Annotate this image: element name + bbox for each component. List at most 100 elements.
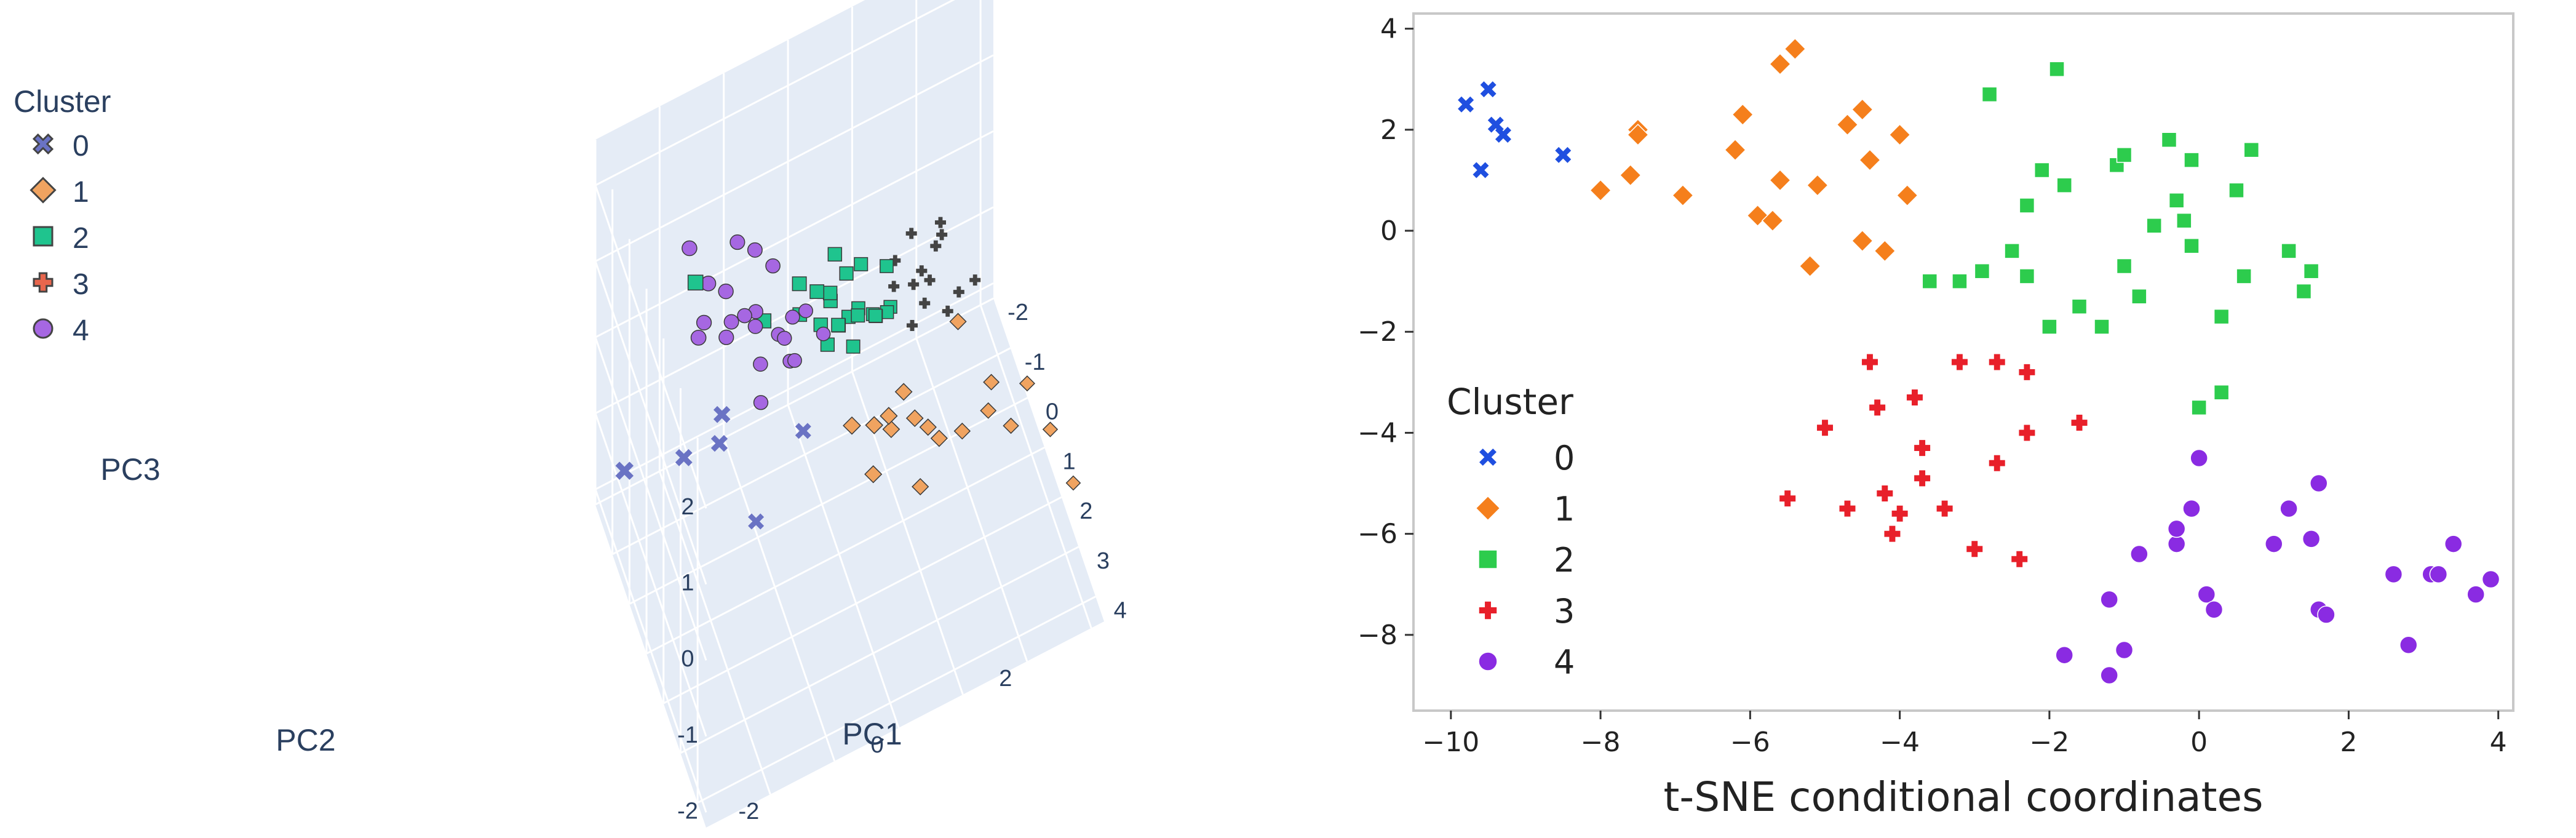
grid-pc2-floor: [979, 305, 1092, 629]
legend-label: 3: [73, 268, 89, 301]
grid-pc3: [594, 261, 707, 585]
tsne-cluster-1-point: [1799, 255, 1821, 277]
tsne-cluster-4-point: [2167, 535, 2186, 553]
tsne-cluster-4-point: [2310, 474, 2328, 493]
tsne-cluster-1-point: [1851, 229, 1874, 252]
y-tick-label: −4: [1358, 417, 1397, 449]
grid-pc3: [595, 0, 955, 186]
legend-marker-cluster-1: [1475, 495, 1501, 521]
tsne-cluster-2-point: [1922, 273, 1938, 289]
tsne-cluster-2-point: [2019, 198, 2035, 213]
grid-pc1-floor: [595, 297, 994, 506]
y-tick-label: −6: [1358, 519, 1397, 550]
pc3-tick-label: 1: [681, 570, 694, 596]
legend-marker-cluster-4: [1478, 652, 1498, 671]
legend-label: 2: [1554, 541, 1575, 580]
y-tick-label: 4: [1380, 14, 1397, 45]
tsne-cluster-4-point: [2384, 565, 2403, 584]
tsne-cluster-2-point: [2094, 319, 2110, 335]
legend-label: 0: [1554, 439, 1575, 477]
cluster-1-point: [980, 402, 997, 419]
legend-title: Cluster: [14, 84, 111, 119]
cluster-1-point: [949, 313, 967, 330]
tsne-cluster-2-point: [1974, 263, 1990, 279]
cluster-3-point: [936, 229, 948, 241]
cluster-3-point: [942, 305, 953, 317]
tsne-cluster-3-point: [1779, 490, 1796, 507]
cluster-4-point: [753, 356, 768, 372]
grid-pc2-floor: [915, 338, 1028, 662]
grid-pc1-floor: [612, 347, 1011, 556]
cluster-2-point: [809, 284, 825, 299]
tsne-cluster-4-point: [2197, 585, 2216, 604]
cluster-1-point: [1065, 475, 1081, 491]
cluster-4-point: [690, 330, 707, 346]
tsne-cluster-4-point: [2100, 666, 2118, 685]
cluster-0-point: [713, 405, 731, 423]
tsne-cluster-4-point: [2204, 601, 2224, 619]
cluster-2-point: [846, 339, 861, 354]
tsne-cluster-4-point: [2130, 545, 2149, 564]
tsne-cluster-4-point: [2265, 535, 2283, 553]
cluster-4-point: [718, 283, 734, 300]
right-wall-pane: [595, 0, 993, 505]
cluster-4-point: [798, 303, 813, 319]
cluster-0-point: [615, 461, 634, 480]
legend-marker-cluster-2: [1478, 549, 1498, 569]
tsne-cluster-4-point: [2055, 645, 2073, 664]
tsne-cluster-2-point: [2049, 61, 2065, 78]
pc1-tick-label: 1: [1063, 449, 1076, 474]
tsne-cluster-2-point: [2296, 283, 2312, 300]
legend-marker-cluster-0: [1477, 447, 1498, 468]
tsne-cluster-2-point: [2176, 212, 2192, 229]
cluster-0-point: [675, 449, 693, 466]
grid-pc3: [594, 337, 707, 661]
cluster-1-point: [882, 420, 900, 439]
tsne-cluster-2-point: [2161, 132, 2177, 148]
cluster-3-point: [930, 240, 942, 252]
tsne-cluster-1-point: [1851, 98, 1874, 121]
tsne-cluster-4-point: [2280, 499, 2298, 518]
tsne-cluster-0-point: [1555, 146, 1572, 163]
tsne-cluster-4-point: [2167, 519, 2186, 538]
tsne-cluster-1-point: [1589, 179, 1612, 202]
tsne-cluster-2-point: [1952, 273, 1968, 289]
tsne-cluster-3-point: [2071, 415, 2088, 431]
cluster-4-point: [747, 319, 763, 334]
tsne-cluster-2-point: [2191, 399, 2207, 416]
tsne-cluster-2-point: [2116, 147, 2133, 163]
x-tick-label: −4: [1880, 727, 1920, 758]
tsne-cluster-2-point: [2184, 152, 2200, 168]
cluster-2-point: [827, 247, 843, 262]
tsne-cluster-4-point: [2481, 570, 2500, 589]
legend-marker-cluster-2: [33, 226, 54, 247]
cluster-3-point: [916, 265, 928, 277]
y-tick-label: 0: [1380, 215, 1397, 247]
pca-3d-scatter[interactable]: -2-101234-202-2-1012PC1PC2PC3Cluster0123…: [14, 0, 1127, 828]
tsne-cluster-2-point: [2146, 218, 2162, 234]
tsne-cluster-2-point: [2019, 268, 2035, 284]
legend-title: Cluster: [1447, 381, 1573, 423]
tsne-cluster-3-point: [1951, 354, 1968, 370]
x-tick-label: −2: [2029, 727, 2069, 758]
tsne-2d-scatter[interactable]: −10 −8 −6 −4 −2 0 2 4 4 2 0 −2 −4 −6 −8 t-SNE condition…: [1358, 12, 2514, 821]
y-tick-label: −2: [1358, 316, 1397, 348]
tsne-cluster-1-point: [1769, 169, 1791, 191]
tsne-cluster-2-point: [2168, 193, 2185, 209]
tsne-cluster-3-point: [1816, 420, 1833, 436]
cluster-1-point: [1019, 375, 1036, 392]
tsne-cluster-3-point: [1877, 485, 1893, 501]
tsne-cluster-3-point: [1936, 500, 1953, 517]
tsne-cluster-3-point: [1884, 525, 1901, 542]
cluster-4-point: [753, 395, 769, 410]
tsne-cluster-2-point: [2303, 263, 2320, 279]
tsne-cluster-4-point: [2467, 585, 2485, 604]
cluster-2-point: [880, 259, 894, 273]
tsne-cluster-1-point: [1784, 38, 1807, 60]
cluster-3-point: [919, 297, 931, 309]
pc3-tick-label: 2: [681, 494, 694, 520]
tsne-cluster-4-point: [2182, 499, 2201, 518]
tsne-cluster-4-point: [2444, 535, 2463, 553]
tsne-cluster-4-point: [2115, 640, 2134, 660]
tsne-cluster-3-point: [1914, 440, 1931, 457]
